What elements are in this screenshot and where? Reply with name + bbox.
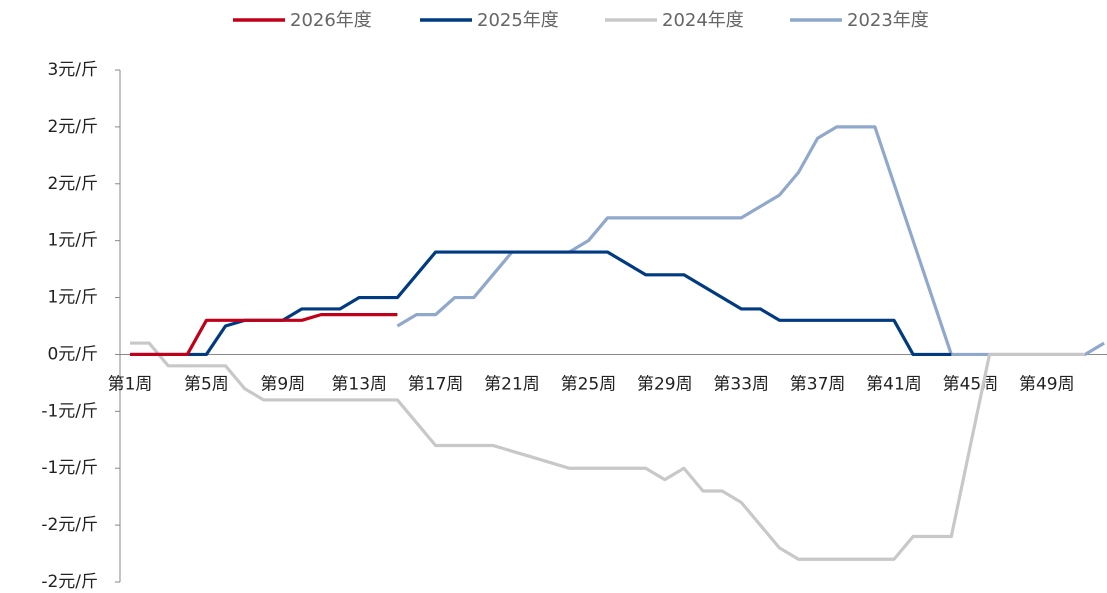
- x-tick-label: 第29周: [637, 374, 693, 394]
- x-tick-label: 第25周: [561, 374, 617, 394]
- x-tick-label: 第45周: [943, 374, 999, 394]
- legend-label: 2023年度: [847, 10, 929, 31]
- y-tick-label: -1元/斤: [41, 401, 98, 421]
- x-tick-label: 第1周: [108, 374, 153, 394]
- x-tick-label: 第49周: [1019, 374, 1075, 394]
- x-tick-label: 第13周: [331, 374, 387, 394]
- x-tick-label: 第17周: [408, 374, 464, 394]
- x-tick-label: 第37周: [790, 374, 846, 394]
- y-tick-label: -2元/斤: [41, 572, 98, 592]
- series-line: [396, 125, 1105, 357]
- y-tick-label: 1元/斤: [47, 231, 98, 251]
- y-tick-label: 0元/斤: [47, 344, 98, 364]
- x-tick-label: 第9周: [260, 374, 305, 394]
- y-tick-label: 3元/斤: [47, 60, 98, 80]
- y-tick-label: 1元/斤: [47, 288, 98, 308]
- x-tick-label: 第33周: [713, 374, 769, 394]
- x-tick-label: 第41周: [866, 374, 922, 394]
- legend-label: 2026年度: [290, 10, 372, 31]
- series-line: [130, 250, 952, 357]
- y-tick-label: 2元/斤: [47, 117, 98, 137]
- series-line: [130, 341, 1085, 561]
- legend-label: 2024年度: [662, 10, 744, 31]
- x-tick-label: 第21周: [484, 374, 540, 394]
- y-tick-label: -2元/斤: [41, 515, 98, 535]
- x-tick-label: 第5周: [184, 374, 229, 394]
- y-tick-label: 2元/斤: [47, 174, 98, 194]
- y-tick-label: -1元/斤: [41, 458, 98, 478]
- legend-label: 2025年度: [477, 10, 559, 31]
- series-line: [130, 313, 398, 357]
